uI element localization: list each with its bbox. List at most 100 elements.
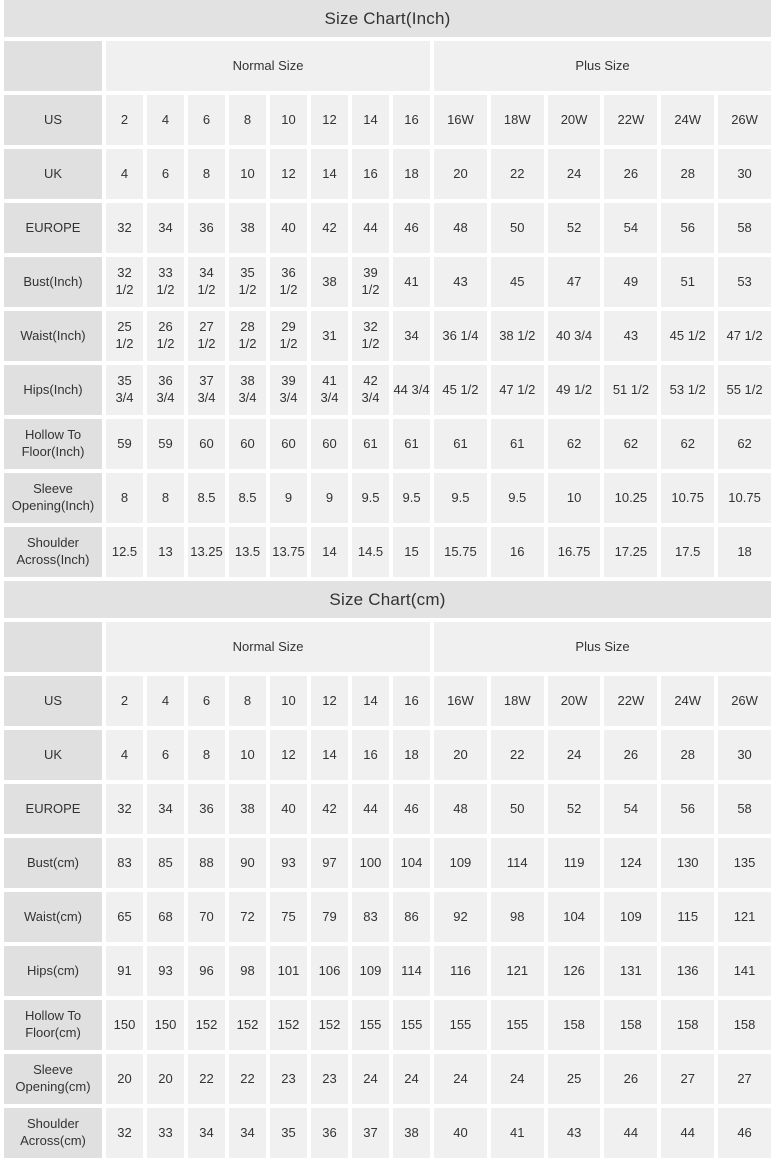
size-cell: 62 [547,419,601,469]
size-cell: 32 1/2 [106,257,143,307]
size-cell: 8.5 [188,473,225,523]
size-chart-cm-section: Size Chart(cm) Normal Size Plus Size US 2 4 6… [0,581,775,1162]
table-row: Waist(Inch) 25 1/2 26 1/2 27 1/2 28 1/2 29 1/… [4,311,771,361]
size-cell: 41 3/4 [311,365,348,415]
size-cell: 43 [434,257,487,307]
size-cell: 152 [188,1000,225,1050]
size-cell: 16 [352,730,389,780]
size-cell: 10 [547,473,601,523]
size-cell: 22 [490,730,544,780]
size-cell: 136 [661,946,715,996]
size-cell: 155 [490,1000,544,1050]
size-cell: 43 [604,311,658,361]
size-cell: 46 [393,784,431,834]
size-cell: 20 [434,149,487,199]
size-cell: 8 [229,95,266,145]
size-cell: 141 [718,946,771,996]
size-cell: 27 1/2 [188,311,225,361]
size-cell: 104 [393,838,431,888]
size-cell: 8 [188,149,225,199]
size-cell: 28 [661,730,715,780]
size-cell: 45 1/2 [434,365,487,415]
size-cell: 36 1/4 [434,311,487,361]
size-cell: 83 [106,838,143,888]
size-cell: 60 [311,419,348,469]
size-cell: 75 [270,892,307,942]
size-cell: 20 [106,1054,143,1104]
size-cell: 9.5 [352,473,389,523]
corner-cell [4,41,102,91]
size-cell: 51 1/2 [604,365,658,415]
size-cell: 24 [547,149,601,199]
size-cell: 48 [434,784,487,834]
size-cell: 61 [490,419,544,469]
size-cell: 35 [270,1108,307,1158]
size-cell: 121 [718,892,771,942]
row-label: Hollow To Floor(Inch) [4,419,102,469]
size-cell: 65 [106,892,143,942]
size-cell: 48 [434,203,487,253]
size-cell: 126 [547,946,601,996]
size-cell: 22 [229,1054,266,1104]
size-cell: 20W [547,95,601,145]
size-cell: 10.75 [718,473,771,523]
row-label: UK [4,730,102,780]
size-cell: 150 [147,1000,184,1050]
size-cell: 104 [547,892,601,942]
size-chart-inch-table: Normal Size Plus Size US 2 4 6 8 10 12 14 16 16W 18W… [0,37,775,581]
size-cell: 38 [229,784,266,834]
size-cell: 49 1/2 [547,365,601,415]
size-cell: 18 [393,730,431,780]
size-cell: 93 [147,946,184,996]
size-cell: 14 [352,676,389,726]
size-cell: 18W [490,95,544,145]
size-cell: 47 [547,257,601,307]
size-cell: 86 [393,892,431,942]
table-row: UK 4 6 8 10 12 14 16 18 20 22 24 26 28 30 [4,149,771,199]
size-cell: 61 [434,419,487,469]
size-cell: 60 [188,419,225,469]
size-cell: 24 [434,1054,487,1104]
size-cell: 14.5 [352,527,389,577]
size-cell: 12 [311,676,348,726]
size-cell: 38 [311,257,348,307]
size-cell: 158 [718,1000,771,1050]
size-cell: 36 [188,784,225,834]
size-cell: 43 [547,1108,601,1158]
size-cell: 50 [490,203,544,253]
size-cell: 4 [147,95,184,145]
size-cell: 36 3/4 [147,365,184,415]
size-cell: 31 [311,311,348,361]
size-cell: 52 [547,784,601,834]
size-cell: 34 1/2 [188,257,225,307]
corner-cell [4,622,102,672]
size-cell: 14 [352,95,389,145]
size-cell: 34 [147,203,184,253]
size-cell: 20 [147,1054,184,1104]
size-cell: 54 [604,203,658,253]
table-row: Sleeve Opening(Inch) 8 8 8.5 8.5 9 9 9.5 9.5 9.5 9… [4,473,771,523]
size-cell: 22W [604,676,658,726]
size-cell: 59 [106,419,143,469]
size-cell: 158 [661,1000,715,1050]
size-cell: 60 [270,419,307,469]
size-cell: 10 [229,730,266,780]
size-cell: 44 [604,1108,658,1158]
size-cell: 28 [661,149,715,199]
size-cell: 61 [352,419,389,469]
size-cell: 26 [604,1054,658,1104]
size-cell: 9 [270,473,307,523]
size-cell: 6 [147,149,184,199]
table-row: Bust(Inch) 32 1/2 33 1/2 34 1/2 35 1/2 36 1/2… [4,257,771,307]
size-cell: 26 1/2 [147,311,184,361]
table-row: Shoulder Across(Inch) 12.5 13 13.25 13.5 13.7… [4,527,771,577]
size-cell: 9.5 [434,473,487,523]
size-cell: 12.5 [106,527,143,577]
size-cell: 93 [270,838,307,888]
size-cell: 38 [393,1108,431,1158]
size-cell: 16W [434,676,487,726]
group-header-normal-size: Normal Size [106,41,431,91]
size-cell: 8 [188,730,225,780]
size-cell: 47 1/2 [490,365,544,415]
size-cell: 114 [490,838,544,888]
